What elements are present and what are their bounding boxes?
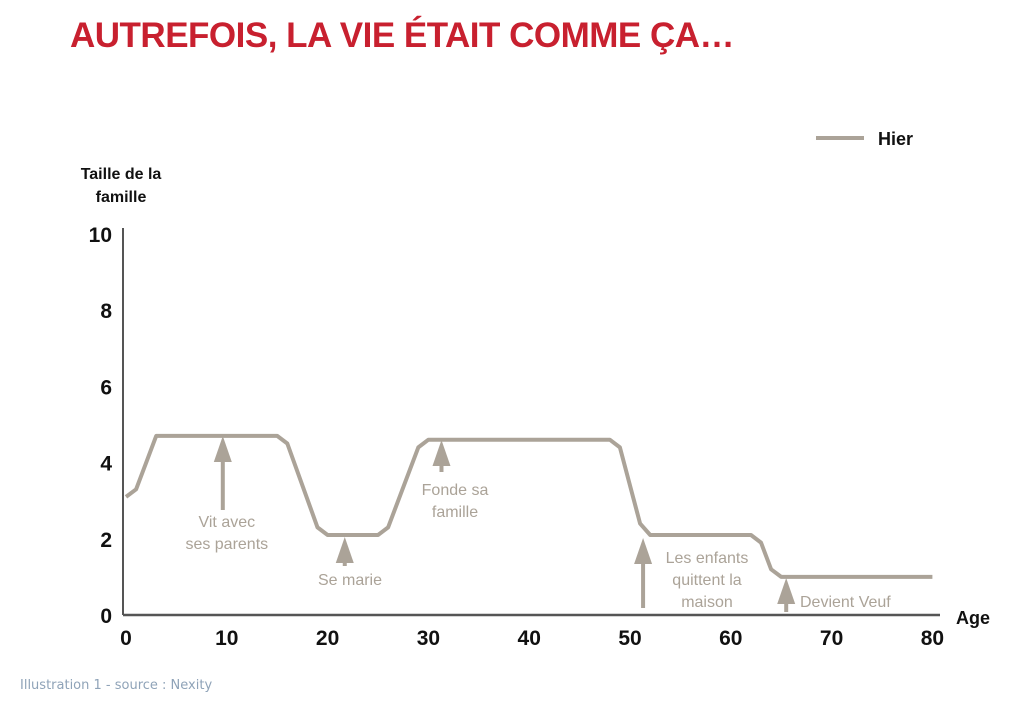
y-tick-label: 0 [100,605,112,628]
y-tick-label: 4 [100,453,112,476]
x-tick-label: 60 [719,627,742,650]
annotation-label: Se marie [318,572,382,589]
annotation-arrow-head [777,578,796,604]
annotation-label: Devient Veuf [800,594,891,611]
annotation-arrow-head [634,538,653,564]
annotation-label: maison [681,594,733,611]
annotation-arrow-head [213,436,232,462]
annotation-label: Les enfants [666,550,749,567]
x-tick-label: 20 [316,627,339,650]
legend-label: Hier [878,129,913,149]
y-tick-label: 2 [100,529,112,552]
annotation-label: Fonde sa [422,482,489,499]
y-tick-label: 6 [100,376,112,399]
page-title: AUTREFOIS, LA VIE ÉTAIT COMME ÇA… [70,16,735,55]
x-tick-label: 10 [215,627,238,650]
x-tick-label: 50 [618,627,641,650]
annotation-arrow-head [432,440,451,466]
y-tick-label: 8 [100,300,112,323]
series-line-hier [124,433,933,579]
y-axis-label: Taille de la [81,166,162,183]
y-axis-label: famille [96,189,147,206]
annotation-label: famille [432,504,478,521]
annotation-label: Vit avec [198,514,255,531]
x-tick-label: 80 [921,627,944,650]
annotation-label: quittent la [672,572,741,589]
x-tick-label: 40 [518,627,541,650]
x-tick-label: 70 [820,627,843,650]
y-tick-label: 10 [89,224,112,247]
figure-caption: Illustration 1 - source : Nexity [20,678,213,693]
x-tick-label: 30 [417,627,440,650]
x-tick-label: 0 [120,627,132,650]
annotation-label: ses parents [185,536,268,553]
annotation-arrow-head [335,537,354,563]
x-axis-label: Age [956,608,990,628]
